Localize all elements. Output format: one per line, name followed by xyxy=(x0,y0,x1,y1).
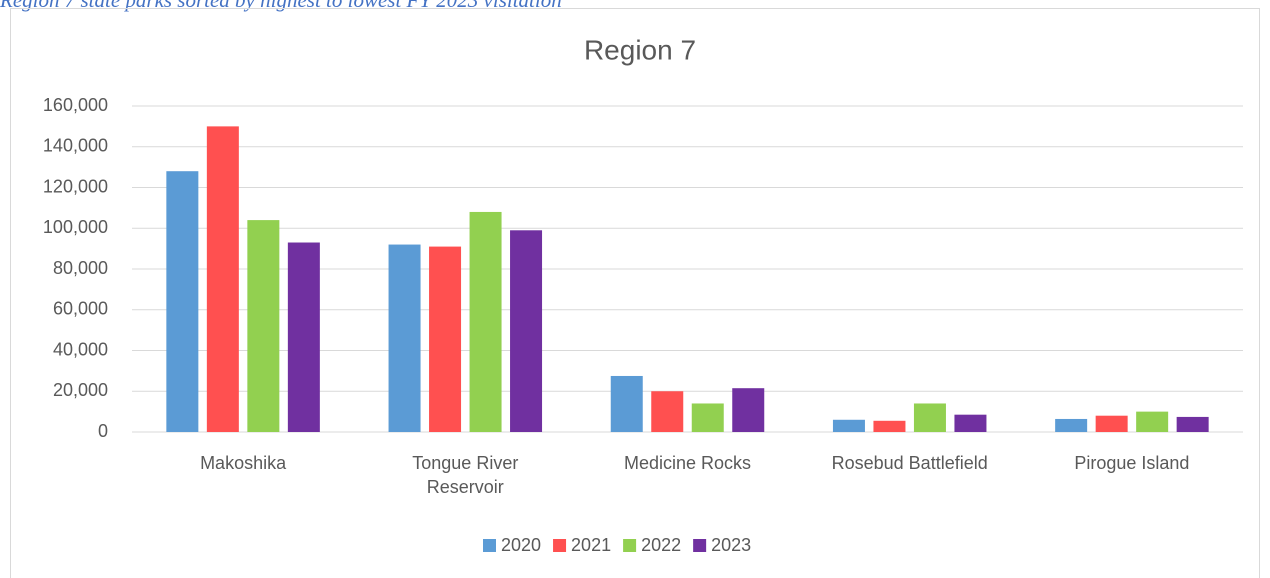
y-tick-label: 100,000 xyxy=(43,217,108,237)
y-tick-label: 60,000 xyxy=(53,299,108,319)
legend-label: 2022 xyxy=(641,535,681,555)
legend-swatch xyxy=(623,539,637,552)
bar xyxy=(610,375,643,432)
bar xyxy=(1055,418,1088,432)
legend-swatch xyxy=(553,539,567,552)
bar xyxy=(1176,416,1209,432)
bar xyxy=(954,414,987,432)
chart-title: Region 7 xyxy=(584,34,696,65)
legend-swatch xyxy=(483,539,496,552)
bar xyxy=(469,211,502,432)
bar xyxy=(873,420,906,432)
bar xyxy=(1136,411,1169,432)
x-tick-label: Tongue River Reservoir xyxy=(412,453,519,497)
bar xyxy=(429,246,462,432)
y-tick-label: 20,000 xyxy=(53,380,108,400)
bar xyxy=(651,391,684,432)
x-tick-label: Medicine Rocks xyxy=(623,453,752,473)
x-tick-label: Pirogue Island xyxy=(1074,453,1190,473)
legend-swatch xyxy=(693,539,707,552)
y-tick-label: 160,000 xyxy=(43,95,108,115)
bar xyxy=(166,171,199,432)
y-tick-label: 80,000 xyxy=(53,258,108,278)
x-tick-label: Makoshika xyxy=(200,453,287,473)
y-tick-label: 0 xyxy=(98,421,108,441)
bar xyxy=(913,403,946,432)
bar xyxy=(691,403,724,432)
bar xyxy=(832,419,865,432)
y-tick-label: 40,000 xyxy=(53,339,108,359)
bar xyxy=(732,388,765,432)
legend-label: 2021 xyxy=(571,535,611,555)
chart-border xyxy=(10,8,1260,578)
bar xyxy=(510,230,543,432)
bar xyxy=(1095,415,1128,432)
bar xyxy=(247,220,280,432)
legend-label: 2023 xyxy=(711,535,751,555)
bar xyxy=(206,126,239,432)
y-tick-label: 140,000 xyxy=(43,136,108,156)
bar xyxy=(388,244,421,432)
bar xyxy=(287,242,320,432)
x-tick-label: Rosebud Battlefield xyxy=(831,453,988,473)
y-tick-label: 120,000 xyxy=(43,176,108,196)
legend-label: 2020 xyxy=(501,535,541,555)
